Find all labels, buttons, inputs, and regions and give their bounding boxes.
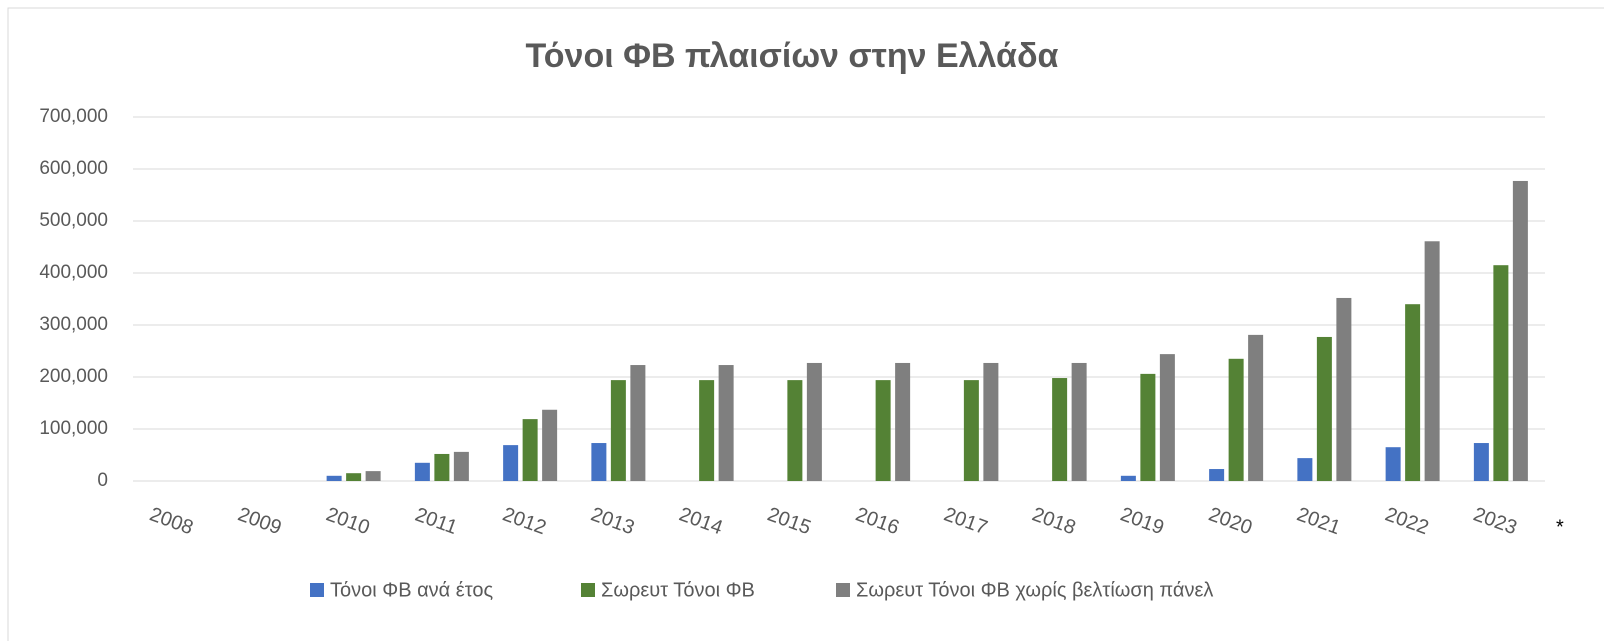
bar — [1512, 180, 1528, 481]
bar — [1336, 297, 1352, 481]
bar — [414, 462, 430, 481]
bar — [1071, 362, 1087, 481]
y-tick-label: 700,000 — [39, 106, 108, 127]
bar — [453, 451, 469, 481]
bar — [983, 362, 999, 481]
legend-swatch — [836, 583, 850, 597]
bar — [806, 362, 822, 481]
bar — [895, 362, 911, 481]
legend-swatch — [581, 583, 595, 597]
bar — [365, 471, 381, 481]
bar — [1228, 358, 1244, 481]
bar — [1140, 373, 1156, 481]
y-tick-label: 500,000 — [39, 210, 108, 231]
y-tick-label: 200,000 — [39, 366, 108, 387]
bar — [1209, 469, 1225, 481]
y-tick-label: 300,000 — [39, 314, 108, 335]
legend-swatch — [310, 583, 324, 597]
legend-label: Σωρευτ Τόνοι ΦΒ χωρίς βελτίωση πάνελ — [856, 579, 1213, 601]
bar — [875, 380, 891, 481]
bar — [346, 473, 362, 481]
chart-title: Τόνοι ΦΒ πλαισίων στην Ελλάδα — [526, 37, 1059, 75]
bar — [522, 419, 538, 481]
bar — [1120, 475, 1136, 481]
y-tick-label: 0 — [97, 470, 108, 491]
bar — [699, 380, 715, 481]
bar — [1405, 304, 1421, 481]
bar — [718, 365, 734, 481]
bar — [1297, 458, 1313, 481]
bar — [1424, 241, 1440, 481]
y-tick-label: 400,000 — [39, 262, 108, 283]
annotation: * — [1556, 516, 1564, 538]
bar — [1385, 447, 1401, 481]
bar — [434, 453, 450, 481]
bar — [630, 365, 646, 481]
bar — [503, 445, 519, 481]
legend-label: Τόνοι ΦΒ ανά έτος — [330, 579, 493, 601]
bar — [1473, 443, 1489, 481]
bar — [787, 380, 803, 481]
y-tick-label: 100,000 — [39, 418, 108, 439]
bar — [1316, 336, 1332, 481]
bar — [1052, 378, 1068, 481]
bar — [963, 380, 979, 481]
bar — [542, 409, 558, 481]
bar — [591, 443, 607, 481]
y-tick-label: 600,000 — [39, 158, 108, 179]
bar — [610, 380, 626, 481]
bar — [1159, 354, 1175, 481]
bar — [1493, 265, 1509, 481]
bar — [1248, 334, 1264, 481]
legend-label: Σωρευτ Τόνοι ΦΒ — [601, 579, 755, 601]
bar — [326, 475, 342, 481]
